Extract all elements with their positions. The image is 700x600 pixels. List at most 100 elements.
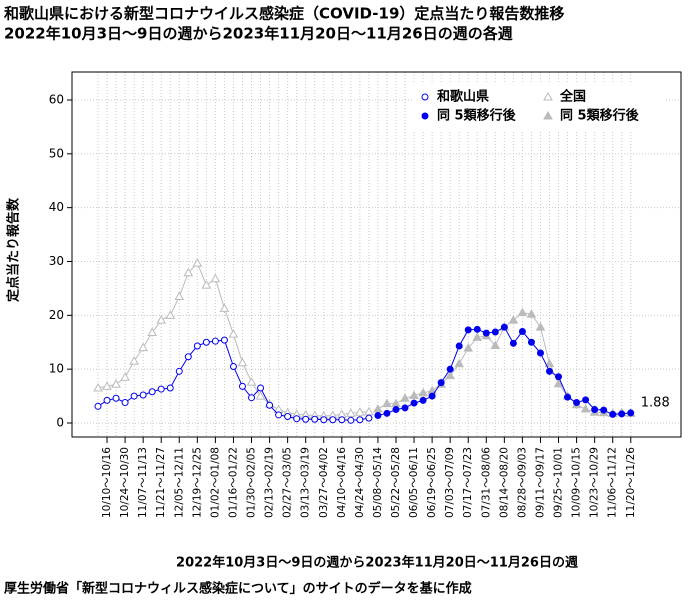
point — [473, 325, 481, 333]
x-tick-label: 04/24～04/30 — [354, 447, 366, 518]
x-tick-label: 02/27～03/05 — [282, 447, 294, 518]
point — [535, 322, 546, 331]
point — [490, 340, 501, 349]
point — [148, 388, 156, 396]
x-tick-label: 06/19～06/25 — [426, 447, 438, 518]
point — [302, 415, 310, 423]
point — [174, 291, 185, 300]
x-tick-label: 10/09～10/15 — [571, 447, 583, 518]
point — [582, 396, 590, 404]
point — [517, 307, 528, 317]
point — [192, 258, 203, 267]
point — [102, 381, 112, 390]
point — [255, 391, 266, 400]
point — [526, 309, 537, 318]
x-tick-label: 08/14～08/20 — [498, 447, 510, 518]
x-tick-label: 11/06～11/12 — [607, 447, 619, 518]
x-tick-label: 05/22～05/28 — [390, 447, 402, 518]
point — [355, 407, 365, 416]
legend-label: 和歌山県 — [437, 89, 489, 105]
point — [257, 384, 265, 392]
y-tick-label: 30 — [49, 254, 64, 268]
point — [446, 365, 454, 373]
point — [580, 403, 591, 413]
point — [275, 411, 283, 419]
point — [183, 267, 194, 277]
x-tick-label: 11/21～11/27 — [155, 447, 167, 518]
point — [147, 327, 158, 337]
point — [472, 332, 483, 341]
point — [400, 393, 410, 402]
point — [157, 385, 165, 393]
point — [93, 383, 103, 392]
point — [455, 342, 463, 350]
point — [211, 337, 219, 345]
point — [544, 358, 555, 368]
x-tick-label: 05/08～05/14 — [372, 447, 384, 518]
point — [266, 401, 274, 409]
x-tick-label: 12/05～12/11 — [173, 447, 185, 518]
x-tick-label: 10/23～10/29 — [589, 447, 601, 518]
point — [193, 342, 201, 350]
point — [139, 391, 147, 399]
point — [600, 406, 608, 414]
point — [175, 367, 183, 375]
point — [356, 416, 364, 424]
point — [345, 408, 356, 417]
point — [364, 406, 374, 416]
y-tick-label: 60 — [49, 92, 64, 106]
point — [238, 382, 246, 390]
point — [130, 392, 138, 400]
point — [338, 416, 346, 424]
x-tick-label: 10/10～10/16 — [101, 447, 113, 518]
point — [509, 339, 517, 347]
point — [418, 387, 428, 397]
x-tick-label: 07/17～07/23 — [462, 447, 474, 518]
point — [564, 393, 572, 401]
point — [202, 338, 210, 346]
point — [220, 336, 228, 344]
point — [228, 329, 239, 338]
point — [609, 410, 617, 418]
legend-marker — [421, 93, 429, 101]
x-tick-label: 10/24～10/30 — [119, 447, 131, 518]
x-tick-label: 04/10～04/16 — [336, 447, 348, 518]
x-tick-label: 12/19～12/25 — [191, 447, 203, 518]
legend-box — [412, 84, 664, 130]
point — [329, 416, 337, 424]
point — [392, 406, 400, 414]
point — [120, 372, 130, 381]
data-label: 1.88 — [641, 395, 670, 410]
point — [210, 273, 221, 283]
x-tick-label: 01/16～01/22 — [227, 447, 239, 518]
point — [112, 394, 120, 402]
legend-marker — [543, 91, 553, 101]
point — [500, 323, 508, 331]
point — [293, 415, 301, 423]
point — [311, 415, 319, 423]
point — [347, 416, 355, 424]
y-tick-label: 50 — [49, 146, 64, 160]
x-tick-label: 11/07～11/13 — [137, 447, 149, 518]
legend-marker — [421, 112, 429, 120]
point — [94, 402, 102, 410]
x-tick-label: 03/13～03/19 — [300, 447, 312, 518]
point — [410, 399, 418, 407]
point — [166, 384, 174, 392]
x-tick-label: 07/31～08/06 — [480, 447, 492, 518]
point — [463, 343, 474, 352]
x-tick-label: 01/02～01/08 — [209, 447, 221, 518]
point — [445, 370, 456, 380]
point — [454, 358, 465, 368]
point — [491, 328, 499, 336]
point — [536, 349, 544, 357]
x-tick-label: 09/25～10/01 — [553, 447, 565, 518]
point — [248, 394, 256, 402]
point — [246, 377, 257, 386]
point — [618, 410, 626, 418]
x-axis-label: 2022年10月3日～9日の週から2023年11月20日～11月26日の週 — [176, 555, 578, 571]
y-axis-label: 定点当たり報告数 — [6, 197, 22, 303]
point — [138, 342, 149, 352]
point — [374, 411, 382, 419]
